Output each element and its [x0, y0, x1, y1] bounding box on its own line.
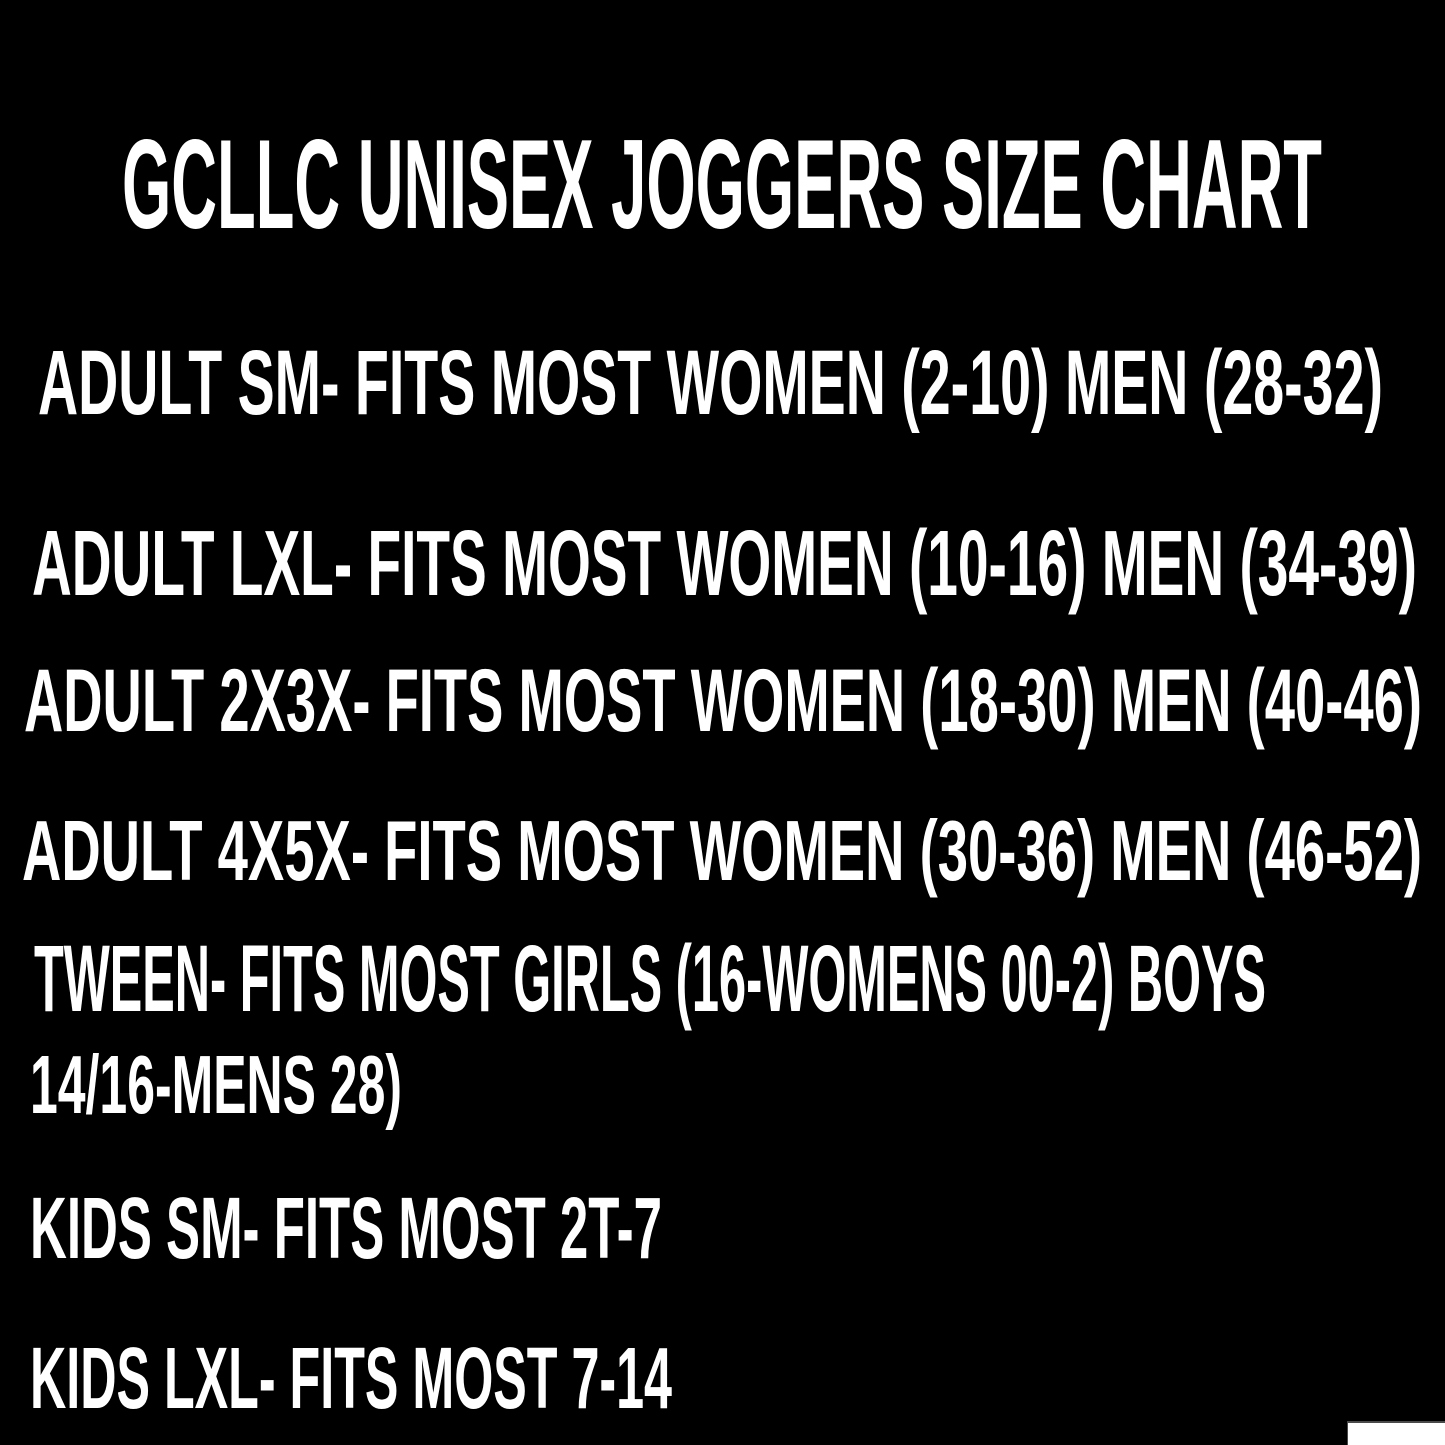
size-row-kids-lxl: KIDS LXL- FITS MOST 7-14: [30, 1330, 672, 1427]
size-row-tween-line2: 14/16-MENS 28): [30, 1038, 402, 1131]
size-row-adult-2x3x: ADULT 2X3X- FITS MOST WOMEN (18-30) MEN …: [24, 650, 1422, 750]
size-row-adult-sm: ADULT SM- FITS MOST WOMEN (2-10) MEN (28…: [38, 332, 1383, 434]
size-row-adult-4x5x: ADULT 4X5X- FITS MOST WOMEN (30-36) MEN …: [22, 804, 1422, 899]
size-row-tween-line1: TWEEN- FITS MOST GIRLS (16-WOMENS 00-2) …: [34, 926, 1266, 1032]
size-row-adult-lxl: ADULT LXL- FITS MOST WOMEN (10-16) MEN (…: [32, 511, 1417, 615]
size-row-kids-sm: KIDS SM- FITS MOST 2T-7: [30, 1180, 662, 1277]
size-chart-title: GCLLC UNISEX JOGGERS SIZE CHART: [122, 113, 1322, 255]
corner-artifact-rectangle: [1347, 1421, 1445, 1445]
